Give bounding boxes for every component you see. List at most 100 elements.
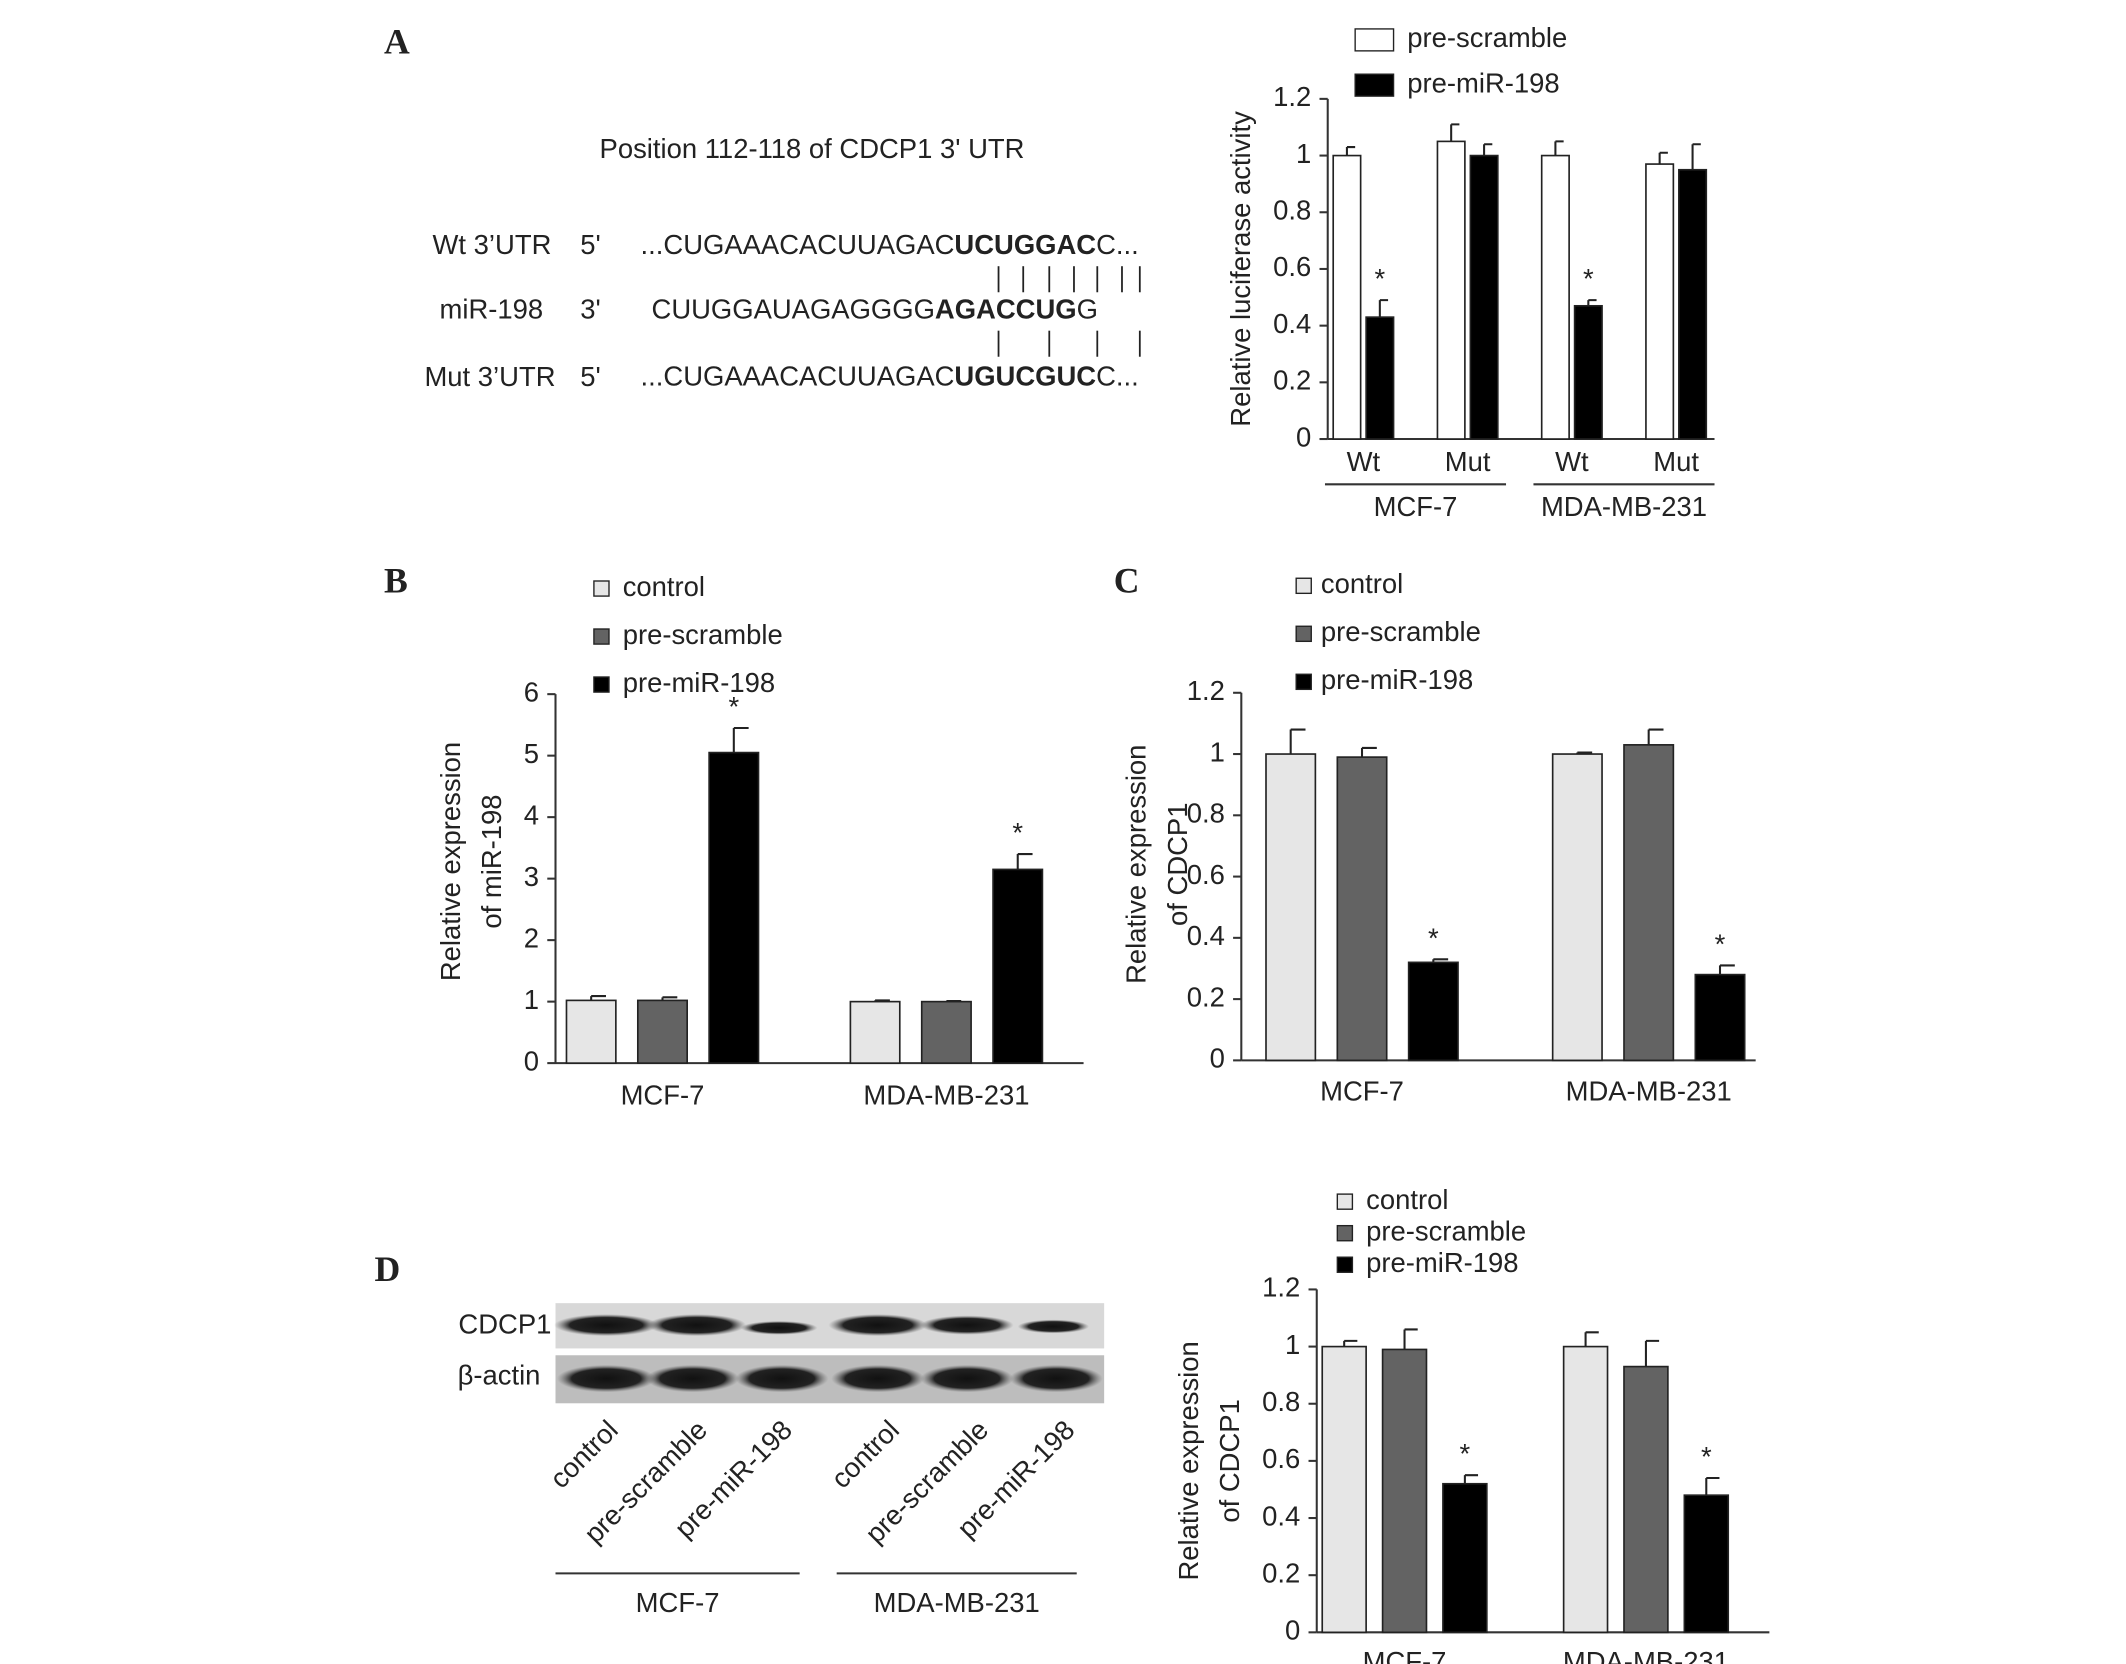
row-name: Wt 3’UTR (433, 229, 552, 260)
y-tick-label: 1 (524, 984, 539, 1015)
bar (1332, 154, 1362, 440)
row-name: Mut 3’UTR (424, 361, 555, 392)
bar (1265, 753, 1317, 1062)
error-bar (945, 999, 962, 1003)
error-bar (590, 995, 606, 1001)
y-tick-label: 0.8 (1187, 798, 1225, 829)
panel-label: C (1114, 561, 1140, 601)
legend-label: pre-scramble (1366, 1215, 1526, 1246)
legend-label: pre-miR-198 (623, 667, 775, 698)
pairing-lines (997, 266, 1141, 357)
error-bar (1644, 1339, 1660, 1367)
y-tick-label: 0.4 (1262, 1500, 1300, 1531)
y-tick-label: 0.2 (1187, 981, 1225, 1012)
legend-swatch (593, 580, 610, 597)
bar (1645, 163, 1675, 440)
y-axis-label: of CDCP1 (1214, 1399, 1245, 1522)
legend-label: pre-miR-198 (1407, 67, 1559, 98)
bar (1562, 1345, 1609, 1634)
bar (1407, 961, 1459, 1062)
bar-chart: 0 0.2 0.4 0.6 0.8 1 1.2 Relative expression of C… (1173, 1184, 1770, 1664)
row-name: miR-198 (440, 294, 544, 325)
bar (1678, 168, 1708, 440)
error-bar (874, 999, 890, 1002)
legend-swatch (1295, 625, 1312, 643)
error-bar (1576, 751, 1593, 755)
bar (1365, 316, 1395, 440)
y-tick-label: 0.2 (1273, 365, 1311, 396)
y-tick-label: 5 (524, 738, 539, 769)
x-tick-label: MCF-7 (1320, 1076, 1404, 1107)
y-axis-label: Relative expression (1173, 1341, 1204, 1580)
bar (1551, 753, 1603, 1062)
bar (1381, 1348, 1428, 1634)
bar (1694, 973, 1746, 1062)
bar-chart: 0 1 2 3 4 5 6 Relative expression of miR-198 MCF-… (435, 571, 1084, 1111)
panel-label: D (374, 1249, 400, 1289)
x-tick-label: MDA-MB-231 (1563, 1646, 1729, 1664)
significance: * (1428, 922, 1439, 953)
x-tick-label: MCF-7 (1363, 1646, 1447, 1664)
bar (1321, 1345, 1367, 1634)
lane-label: control (825, 1414, 905, 1494)
seq-part: C... (1096, 229, 1139, 260)
western-blot: CDCP1 β-actin (458, 1303, 1105, 1404)
error-bar (661, 996, 678, 1001)
seq-seed: AGACCUG (935, 294, 1077, 325)
panel-label: B (384, 561, 408, 601)
bar (992, 868, 1044, 1064)
seq-part: C... (1096, 361, 1139, 392)
legend-swatch (1336, 1224, 1354, 1242)
seq-part: ...CUGAAACACUUAGAC (641, 229, 955, 260)
y-tick-label: 6 (524, 676, 539, 707)
legend-label: pre-miR-198 (1366, 1247, 1518, 1278)
legend-swatch (1336, 1256, 1354, 1273)
x-tick-label: Wt (1555, 446, 1589, 477)
lane-label: control (544, 1414, 624, 1494)
row-end: 5' (580, 229, 601, 260)
bar (1336, 756, 1388, 1062)
y-axis-label: Relative luciferase activity (1225, 111, 1256, 427)
error-bar (1450, 123, 1460, 142)
x-tick-label: MDA-MB-231 (1566, 1076, 1732, 1107)
significance: * (1715, 928, 1726, 959)
error-bar (1647, 728, 1664, 745)
y-tick-label: 0 (1285, 1615, 1300, 1646)
y-axis-label: of miR-198 (476, 794, 507, 928)
y-tick-label: 0 (1296, 421, 1311, 452)
y-tick-label: 0.8 (1262, 1386, 1300, 1417)
y-tick-label: 1.2 (1262, 1272, 1300, 1303)
panel-label: A (384, 22, 410, 62)
error-bar (1343, 1339, 1358, 1347)
bar (849, 1000, 901, 1064)
error-bar (1016, 853, 1033, 870)
error-bar (1403, 1328, 1418, 1350)
error-bar (1584, 1331, 1599, 1347)
significance: * (1583, 263, 1594, 294)
x-tick-label: MCF-7 (621, 1080, 705, 1111)
group-label: MDA-MB-231 (874, 1587, 1040, 1618)
bar (1573, 304, 1603, 440)
bar (1623, 744, 1675, 1062)
y-tick-label: 1.2 (1273, 81, 1311, 112)
error-bar (1432, 958, 1449, 963)
legend-swatch (1295, 673, 1312, 691)
bands (554, 1314, 1103, 1393)
legend-label: pre-miR-198 (1321, 664, 1473, 695)
row-end: 5' (580, 361, 601, 392)
y-tick-label: 0.6 (1262, 1443, 1300, 1474)
legend-label: pre-scramble (1321, 616, 1481, 647)
error-bar (1554, 140, 1564, 156)
seq-part: G (1077, 294, 1098, 325)
significance: * (1701, 1441, 1712, 1472)
error-bar (1289, 728, 1306, 755)
error-bar (1378, 299, 1389, 318)
y-tick-label: 3 (524, 861, 539, 892)
sequence-title: Position 112-118 of CDCP1 3' UTR (600, 133, 1025, 164)
bar (920, 1000, 972, 1064)
bar (565, 999, 617, 1064)
y-tick-label: 0.6 (1187, 859, 1225, 890)
bar (1442, 1482, 1488, 1634)
y-tick-label: 0.4 (1273, 308, 1311, 339)
seq-part: CUUGGAUAGAGGGG (652, 294, 935, 325)
